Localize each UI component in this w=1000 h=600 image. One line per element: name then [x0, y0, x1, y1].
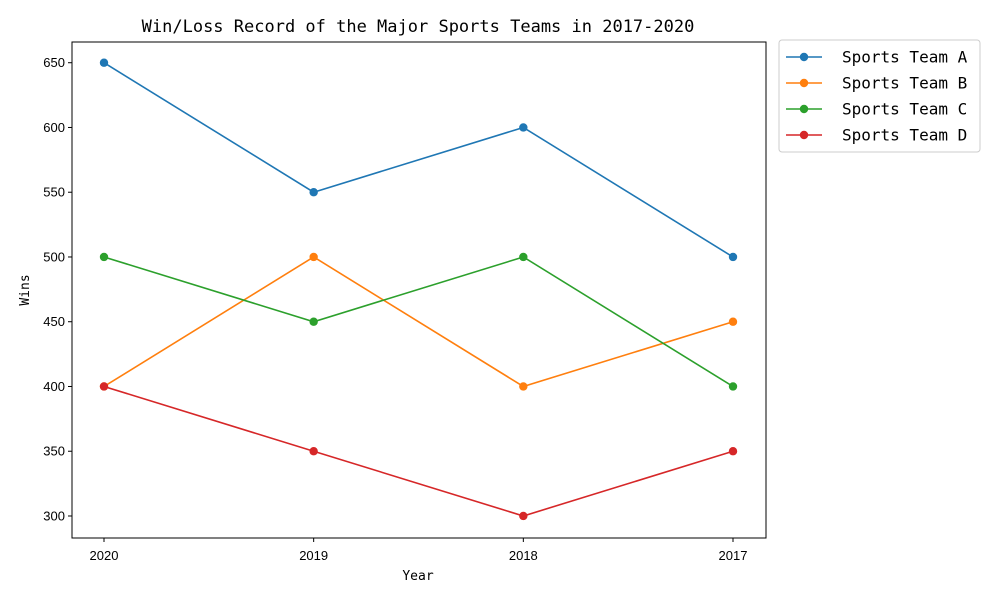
legend-label: Sports Team D	[842, 126, 967, 145]
data-point	[519, 123, 528, 132]
legend: Sports Team A Sports Team B Sports Team C S…	[778, 39, 981, 153]
data-point	[99, 382, 109, 391]
data-point	[309, 188, 318, 197]
data-point	[99, 58, 109, 67]
series-sports-team-a	[99, 58, 738, 262]
data-point	[728, 382, 738, 391]
legend-marker	[799, 130, 809, 140]
series-line	[103, 385, 734, 517]
y-tick-label: 300	[43, 508, 65, 523]
series-sports-team-d	[99, 382, 738, 521]
series-line	[103, 256, 734, 388]
y-tick-label: 600	[43, 120, 65, 135]
data-point	[309, 447, 318, 456]
legend-label: Sports Team B	[842, 74, 967, 93]
series-sports-team-c	[99, 252, 738, 391]
x-tick-label: 2017	[719, 548, 748, 563]
plot-frame	[71, 41, 767, 539]
series-sports-team-b	[99, 252, 738, 391]
data-point	[519, 511, 528, 521]
legend-marker	[799, 78, 809, 88]
data-point	[728, 252, 738, 262]
data-point	[309, 252, 318, 262]
y-tick-label: 450	[43, 314, 65, 329]
x-axis: 2020 2019 2018 2017	[90, 538, 748, 563]
legend-frame	[778, 39, 981, 153]
data-point	[99, 252, 109, 262]
y-tick-label: 350	[43, 444, 65, 459]
data-point	[728, 447, 738, 456]
legend-marker	[799, 104, 809, 114]
series-layer	[99, 58, 738, 521]
chart-title: Win/Loss Record of the Major Sports Team…	[142, 17, 695, 37]
data-point	[519, 382, 528, 391]
y-tick-label: 400	[43, 379, 65, 394]
x-axis-label: Year	[402, 569, 433, 584]
legend-label: Sports Team A	[842, 48, 968, 67]
series-line	[103, 62, 734, 258]
legend-marker	[799, 52, 809, 62]
y-axis: 300 350 400 450 500 550 600 650	[43, 55, 72, 523]
data-point	[519, 252, 528, 262]
x-tick-label: 2020	[90, 548, 119, 563]
y-axis-label: Wins	[18, 274, 33, 305]
legend-label: Sports Team C	[842, 100, 967, 119]
y-tick-label: 550	[43, 185, 65, 200]
y-tick-label: 500	[43, 249, 65, 264]
data-point	[728, 317, 738, 326]
data-point	[309, 317, 318, 326]
y-tick-label: 650	[43, 55, 65, 70]
x-tick-label: 2018	[509, 548, 538, 563]
x-tick-label: 2019	[299, 548, 328, 563]
series-line	[103, 256, 734, 388]
